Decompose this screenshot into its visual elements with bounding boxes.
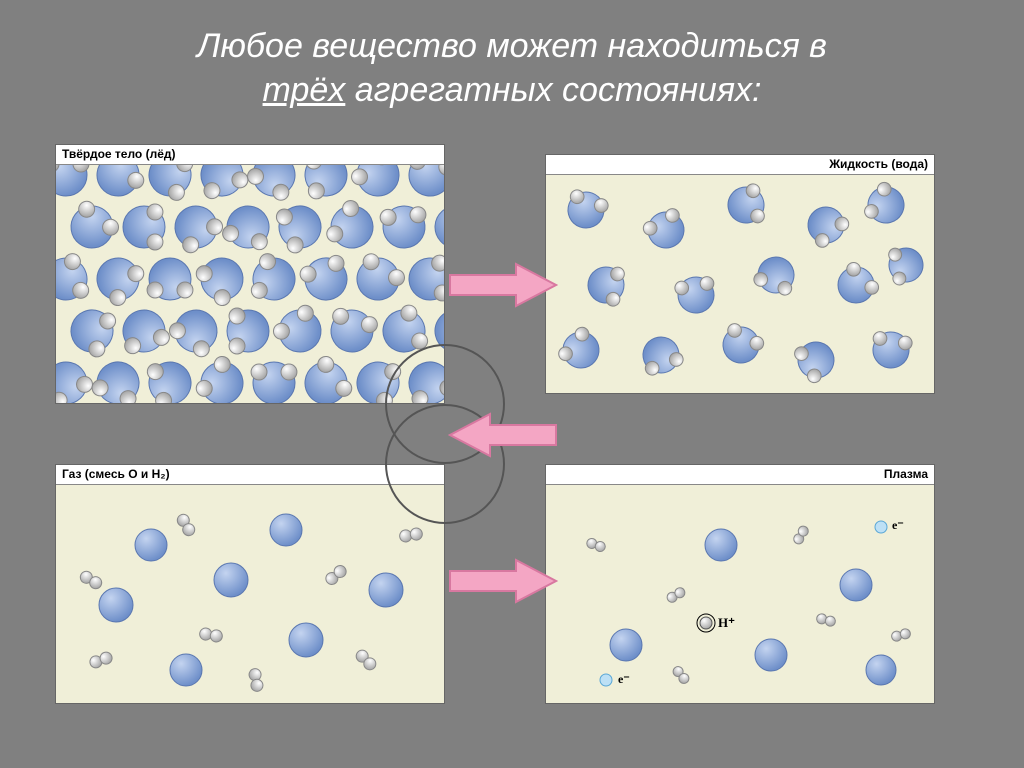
panel-gas: Газ (смесь O и H₂) xyxy=(55,464,445,704)
slide-title: Любое вещество может находиться в трёх а… xyxy=(0,0,1024,112)
solid-pane xyxy=(56,165,444,403)
liquid-pane xyxy=(546,175,934,393)
solid-label-bar: Твёрдое тело (лёд) xyxy=(56,145,444,165)
plasma-label: Плазма xyxy=(884,467,928,482)
solid-label: Твёрдое тело (лёд) xyxy=(62,147,176,162)
gas-pane xyxy=(56,485,444,703)
title-underlined: трёх xyxy=(263,71,346,109)
plasma-pane: H⁺ e⁻ e⁻ xyxy=(546,485,934,703)
svg-text:e⁻: e⁻ xyxy=(892,518,904,532)
svg-text:e⁻: e⁻ xyxy=(618,672,630,686)
gas-label-bar: Газ (смесь O и H₂) xyxy=(56,465,444,485)
arrow-gas-to-plasma xyxy=(448,558,558,604)
title-line2-rest: агрегатных состояниях: xyxy=(345,71,761,109)
panel-solid: Твёрдое тело (лёд) xyxy=(55,144,445,404)
diagram-stage: Твёрдое тело (лёд) Жидкость (вода) xyxy=(0,124,1024,744)
liquid-label: Жидкость (вода) xyxy=(829,157,928,172)
gas-label: Газ (смесь O и H₂) xyxy=(62,467,170,482)
title-line1: Любое вещество может находиться в xyxy=(197,27,827,65)
panel-plasma: Плазма H⁺ e⁻ e⁻ xyxy=(545,464,935,704)
arrow-liquid-to-gas xyxy=(448,412,558,458)
arrow-solid-to-liquid xyxy=(448,262,558,308)
svg-text:H⁺: H⁺ xyxy=(718,615,735,630)
liquid-label-bar: Жидкость (вода) xyxy=(546,155,934,175)
plasma-label-bar: Плазма xyxy=(546,465,934,485)
panel-liquid: Жидкость (вода) xyxy=(545,154,935,394)
